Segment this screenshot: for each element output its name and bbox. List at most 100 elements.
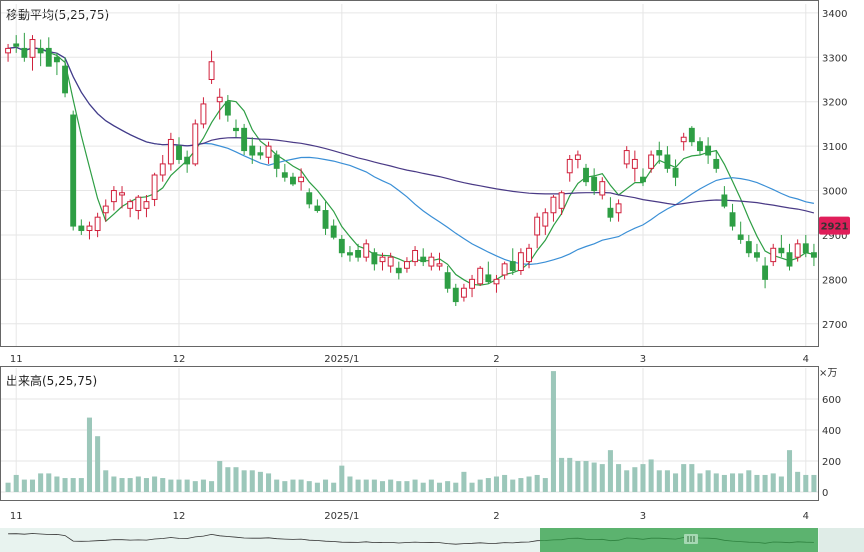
volume-bar	[412, 479, 418, 492]
volume-x-tick-label: 2	[493, 511, 499, 522]
ma-5-line	[8, 46, 815, 286]
price-y-tick-label: 3200	[822, 98, 847, 109]
candle-body	[37, 47, 44, 54]
volume-bar	[86, 417, 92, 492]
candle-body	[420, 256, 427, 263]
volume-bar	[493, 476, 499, 492]
volume-bar	[306, 481, 312, 492]
candle-body	[322, 210, 329, 229]
price-x-tick-label: 4	[803, 354, 809, 365]
candle-body	[314, 205, 321, 212]
volume-bar	[29, 479, 36, 492]
candle-body	[729, 212, 736, 227]
volume-bar	[640, 464, 646, 492]
volume-bar	[502, 474, 508, 492]
candle-body	[762, 265, 769, 280]
volume-x-tick-label: 3	[640, 511, 646, 522]
volume-bar	[681, 464, 687, 492]
candle-body	[265, 145, 272, 158]
candle-body	[208, 61, 215, 81]
navigator-window[interactable]	[540, 528, 818, 552]
candle-body	[13, 43, 20, 47]
volume-unit-label: ×万	[819, 368, 837, 379]
candle-body	[599, 181, 606, 196]
volume-bar	[274, 479, 280, 492]
candle-body	[664, 154, 671, 169]
volume-bar	[803, 474, 809, 492]
volume-bar	[192, 481, 198, 492]
candle-body	[688, 127, 695, 143]
price-y-tick-label: 3300	[822, 53, 847, 64]
volume-bar	[290, 479, 296, 492]
candle-body	[485, 274, 492, 283]
volume-bar	[526, 476, 532, 492]
volume-bar	[298, 479, 304, 492]
candle-body	[371, 252, 378, 265]
candle-body	[412, 250, 419, 263]
candle-body	[62, 65, 68, 94]
volume-bar	[314, 482, 320, 492]
candle-body	[5, 47, 12, 54]
ma-75-line	[8, 46, 815, 214]
candle-body	[45, 47, 52, 67]
volume-bar	[143, 478, 149, 492]
candle-body	[151, 174, 158, 200]
volume-bar	[371, 479, 377, 492]
candle-body	[745, 241, 752, 254]
volume-bar	[355, 479, 361, 492]
candle-body	[493, 278, 500, 285]
volume-bar	[583, 461, 589, 492]
volume-bar	[282, 481, 288, 492]
candle-body	[623, 150, 630, 165]
volume-bar	[730, 473, 736, 492]
volume-x-tick-label: 2025/1	[324, 511, 359, 522]
volume-x-tick-label: 11	[10, 511, 23, 522]
candle-body	[78, 225, 85, 232]
volume-bar	[388, 479, 394, 492]
volume-bar	[323, 479, 329, 492]
volume-bar	[436, 482, 443, 492]
candle-body	[640, 176, 646, 183]
price-panel-title: 移動平均(5,25,75)	[6, 8, 110, 22]
price-x-tick-label: 2	[493, 354, 499, 365]
candle-body	[517, 252, 524, 271]
volume-bar	[168, 479, 174, 492]
volume-bar	[152, 476, 158, 492]
volume-bar	[542, 478, 548, 492]
volume-bar	[778, 476, 784, 492]
price-panel-frame	[0, 0, 819, 347]
volume-bar	[363, 479, 369, 492]
volume-y-tick-label: 400	[822, 426, 841, 437]
candle-body	[794, 243, 801, 258]
volume-bar	[111, 476, 117, 492]
volume-bar	[200, 479, 206, 492]
price-x-tick-label: 11	[10, 354, 23, 365]
volume-bar	[534, 474, 540, 492]
volume-y-tick-label: 0	[822, 488, 828, 499]
candle-body	[298, 176, 305, 183]
candle-body	[192, 123, 199, 165]
volume-bar	[738, 473, 744, 492]
volume-bar	[241, 470, 247, 492]
candle-body	[273, 154, 280, 169]
volume-bar	[445, 481, 451, 492]
volume-bar	[396, 481, 402, 492]
volume-bar	[567, 457, 573, 492]
volume-bar	[453, 482, 459, 492]
candle-body	[216, 96, 223, 103]
volume-bar	[95, 436, 101, 492]
volume-bar	[21, 479, 27, 492]
candle-body	[379, 256, 386, 263]
candle-body	[460, 287, 467, 298]
candle-body	[656, 150, 663, 156]
candle-body	[135, 196, 142, 212]
volume-bar	[209, 481, 215, 492]
candle-body	[615, 203, 622, 214]
volume-bar	[746, 470, 752, 492]
candle-body	[200, 103, 207, 125]
volume-bar	[160, 478, 166, 492]
volume-bar	[249, 470, 255, 492]
volume-bar	[469, 482, 475, 492]
